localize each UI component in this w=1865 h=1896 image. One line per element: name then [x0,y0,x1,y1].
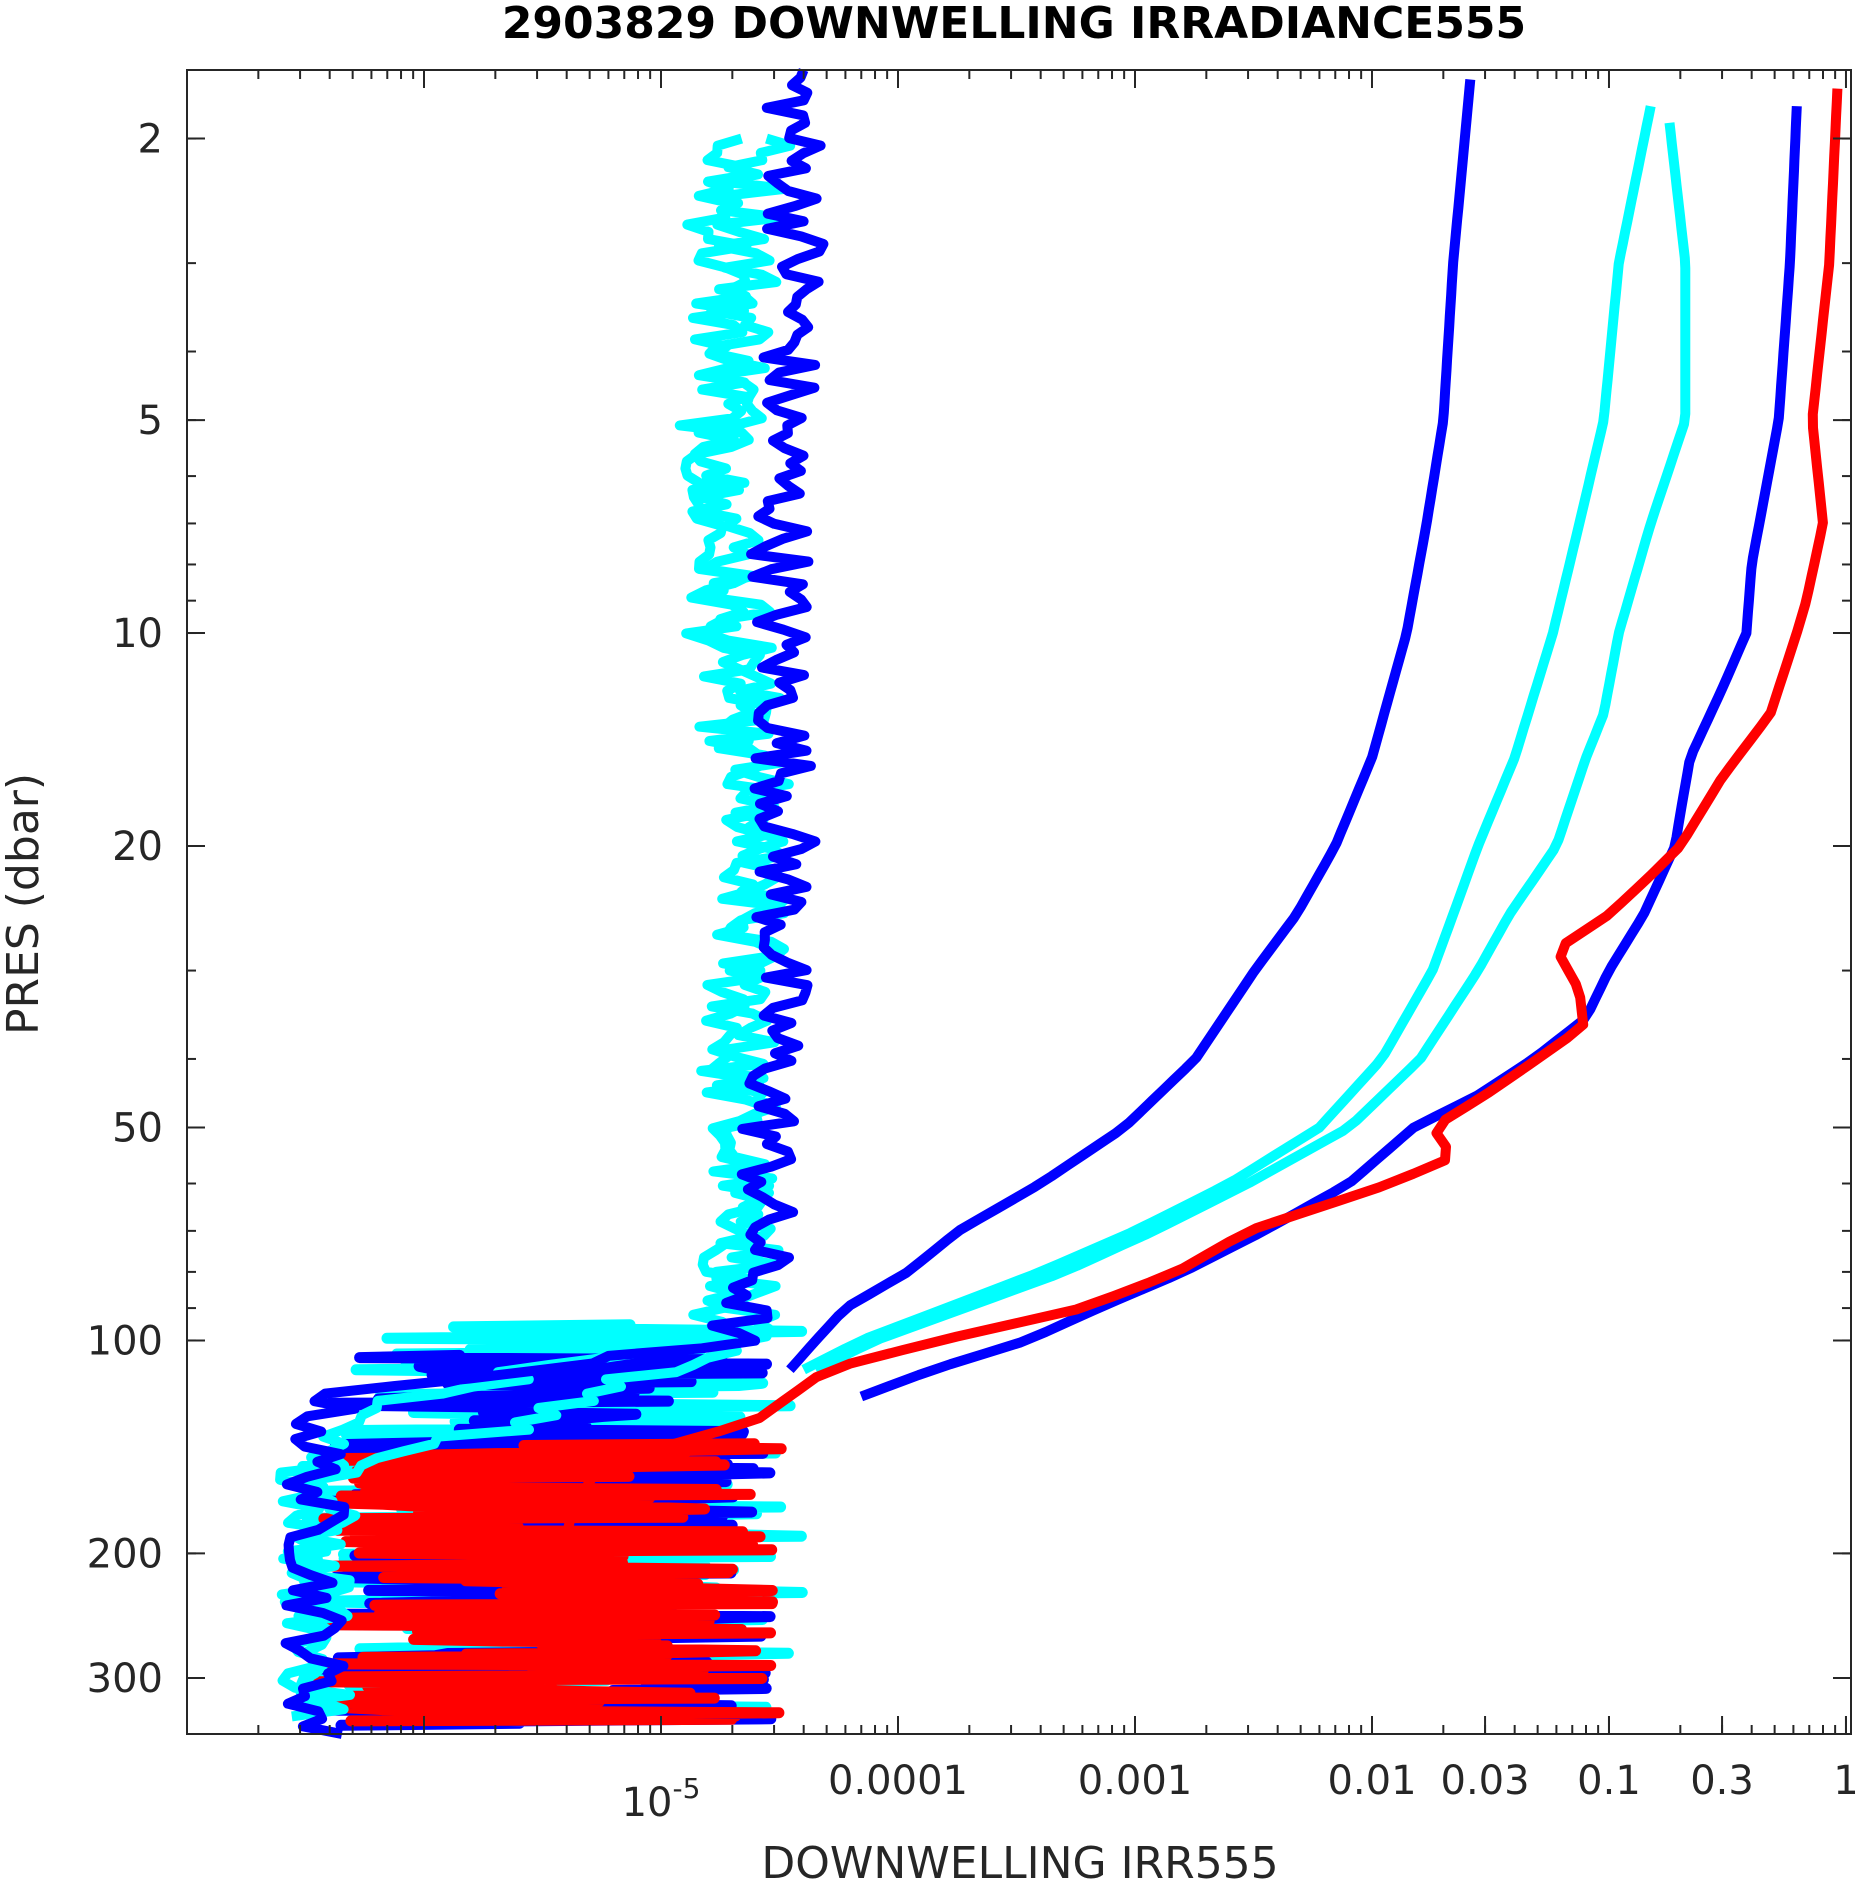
y-axis-title: PRES (dbar) [0,773,49,1035]
y-tick-label: 20 [112,824,163,870]
y-tick-label: 2 [138,117,163,163]
series-line-4 [280,68,829,1739]
x-tick-label: 10-5 [622,1772,701,1826]
series-line-7 [534,88,1843,1719]
tick-layer: 10-5 0.0001 0.001 0.01 0.03 0.1 0.3 1 2 5 10 20 50 10… [87,70,1859,1826]
series-line-3 [801,105,1656,1375]
noise-band-2 [313,1438,787,1727]
y-tick-label: 200 [87,1531,163,1577]
x-tick-label: 0.3 [1690,1758,1754,1804]
series-layer [275,68,1843,1739]
y-tick-label: 50 [112,1105,163,1151]
series-line-5 [786,79,1476,1374]
x-axis-title: DOWNWELLING IRR555 [761,1838,1278,1889]
x-tick-label: 0.1 [1577,1758,1641,1804]
series-line-6 [859,105,1802,1402]
x-tick-label: 0.001 [1078,1758,1193,1804]
series-line-1 [277,133,796,1721]
x-tick-label: 1 [1833,1758,1858,1804]
y-tick-label: 5 [138,398,163,444]
y-tick-label: 10 [112,611,163,657]
series-line-2 [813,122,1691,1375]
y-tick-label: 100 [87,1318,163,1364]
x-tick-label: 0.0001 [828,1758,968,1804]
y-tick-label: 300 [87,1656,163,1702]
chart-title: 2903829 DOWNWELLING IRRADIANCE555 [502,0,1526,49]
plot-frame [186,69,1852,1735]
x-tick-label: 0.03 [1441,1758,1530,1804]
x-tick-label: 0.01 [1327,1758,1416,1804]
